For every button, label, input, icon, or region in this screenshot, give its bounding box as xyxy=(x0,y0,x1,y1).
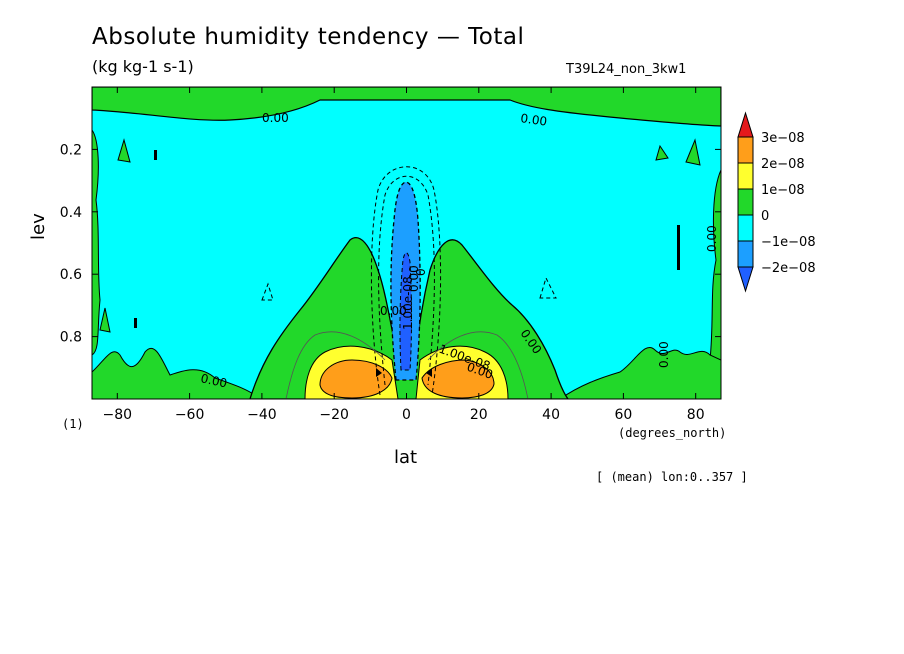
contour-dashed xyxy=(378,175,435,386)
colorbar-segment xyxy=(737,240,754,268)
x-tick-label: 80 xyxy=(687,407,705,423)
contour-label: 0.00 xyxy=(705,225,719,252)
y-tick-label: 0.6 xyxy=(60,267,82,283)
contour-label: 0.00 xyxy=(657,341,671,368)
y-tick-label: 0.2 xyxy=(60,142,82,158)
contour-label: 0.00 xyxy=(520,111,548,129)
contour-dashed xyxy=(370,166,442,396)
colorbar-segment xyxy=(737,162,754,190)
colorbar-label: 1e−08 xyxy=(761,183,805,198)
field-bottom-right xyxy=(559,347,721,399)
chart-title: Absolute humidity tendency — Total xyxy=(92,24,525,50)
contour-thin xyxy=(285,331,386,399)
run-id: T39L24_non_3kw1 xyxy=(566,62,687,77)
field-right-edge xyxy=(709,169,721,363)
contour-mark xyxy=(134,318,137,328)
contour-mark xyxy=(677,225,680,270)
contour-label: 0.00 xyxy=(380,304,407,318)
x-tick-label: 20 xyxy=(470,407,488,423)
field-orange-core xyxy=(421,359,495,399)
colorbar-arrow-bottom xyxy=(737,266,754,293)
x-tick-label: −20 xyxy=(319,407,349,423)
x-tick-label: −80 xyxy=(103,407,133,423)
colorbar: 3e−08 2e−08 1e−08 0 −1e−08 −2e−08 xyxy=(737,111,816,293)
contour-label: 0.00 xyxy=(199,371,228,390)
x-tick-label: 0 xyxy=(402,407,411,423)
contour-fields xyxy=(92,87,721,399)
field-blob xyxy=(655,144,669,161)
colorbar-arrow-top xyxy=(737,111,754,138)
contour-dashed xyxy=(261,282,274,301)
field-neg-core xyxy=(399,252,412,371)
y-tick-label: 0.4 xyxy=(60,205,82,221)
contour-mark xyxy=(154,150,157,160)
x-tick-label: −40 xyxy=(247,407,277,423)
x-tick-label: 40 xyxy=(542,407,560,423)
averaging-note: [ (mean) lon:0..357 ] xyxy=(596,470,748,484)
colorbar-segment xyxy=(737,188,754,216)
colorbar-segment xyxy=(737,214,754,242)
contour-label: 1.00e-08 xyxy=(401,276,415,330)
contour-label: 0 xyxy=(414,268,428,276)
field-left-edge xyxy=(92,129,101,356)
field-blob xyxy=(117,138,131,163)
x-axis-label: lat xyxy=(394,447,418,468)
contour-label: 0.00 xyxy=(262,111,289,125)
x-tick-label: 60 xyxy=(614,407,632,423)
panel-index: (1) xyxy=(62,417,84,431)
colorbar-label: 2e−08 xyxy=(761,157,805,172)
contour-dashed xyxy=(539,276,557,299)
colorbar-label: −2e−08 xyxy=(761,261,816,276)
colorbar-label: 0 xyxy=(761,209,769,224)
field-blob xyxy=(685,138,701,166)
field-bottom-left xyxy=(92,347,261,399)
field-blob xyxy=(99,307,111,333)
chart-units: (kg kg-1 s-1) xyxy=(92,57,194,76)
field-orange-core xyxy=(319,359,393,399)
contour-label: 0.00 xyxy=(407,265,421,292)
colorbar-segment xyxy=(737,136,754,164)
colorbar-label: −1e−08 xyxy=(761,235,816,250)
y-ticks: 0.2 0.4 0.6 0.8 xyxy=(60,142,721,346)
field-orange-dot xyxy=(376,368,382,377)
colorbar-label: 3e−08 xyxy=(761,131,805,146)
x-axis-units: (degrees_north) xyxy=(618,426,727,440)
y-tick-label: 0.8 xyxy=(60,330,82,346)
x-ticks: −80 −60 −40 −20 0 20 40 60 80 xyxy=(103,87,705,423)
contour-thin xyxy=(427,331,529,399)
field-top-band xyxy=(92,87,721,127)
x-tick-label: −60 xyxy=(175,407,205,423)
